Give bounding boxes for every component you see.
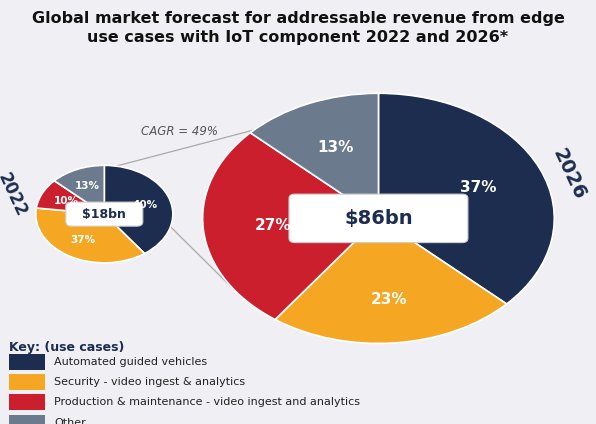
Wedge shape <box>250 93 378 218</box>
Text: Global market forecast for addressable revenue from edge
use cases with IoT comp: Global market forecast for addressable r… <box>32 11 564 45</box>
Text: Production & maintenance - video ingest and analytics: Production & maintenance - video ingest … <box>54 397 360 407</box>
Text: $86bn: $86bn <box>344 209 413 228</box>
Text: Security - video ingest & analytics: Security - video ingest & analytics <box>54 377 245 387</box>
Text: Automated guided vehicles: Automated guided vehicles <box>54 357 207 367</box>
Text: 13%: 13% <box>317 139 353 155</box>
Wedge shape <box>104 165 173 254</box>
Text: Key: (use cases): Key: (use cases) <box>9 341 125 354</box>
Wedge shape <box>36 208 145 263</box>
Text: 40%: 40% <box>132 200 157 210</box>
Text: Other: Other <box>54 418 86 424</box>
Text: $18bn: $18bn <box>82 208 126 220</box>
Text: 2026: 2026 <box>549 146 589 203</box>
Wedge shape <box>203 133 378 320</box>
Text: CAGR = 49%: CAGR = 49% <box>141 125 218 137</box>
Wedge shape <box>54 165 104 214</box>
Text: 27%: 27% <box>255 218 292 233</box>
FancyBboxPatch shape <box>9 374 45 390</box>
Text: 2022: 2022 <box>0 170 30 220</box>
Text: 10%: 10% <box>54 196 78 206</box>
Wedge shape <box>275 218 507 343</box>
Wedge shape <box>36 181 104 214</box>
Text: 37%: 37% <box>460 180 496 195</box>
FancyBboxPatch shape <box>66 202 143 226</box>
Text: 23%: 23% <box>371 292 408 307</box>
Text: 37%: 37% <box>70 235 95 245</box>
Wedge shape <box>378 93 554 304</box>
FancyBboxPatch shape <box>9 354 45 370</box>
FancyBboxPatch shape <box>289 194 468 243</box>
Text: 13%: 13% <box>75 181 100 191</box>
FancyBboxPatch shape <box>9 415 45 424</box>
FancyBboxPatch shape <box>9 394 45 410</box>
